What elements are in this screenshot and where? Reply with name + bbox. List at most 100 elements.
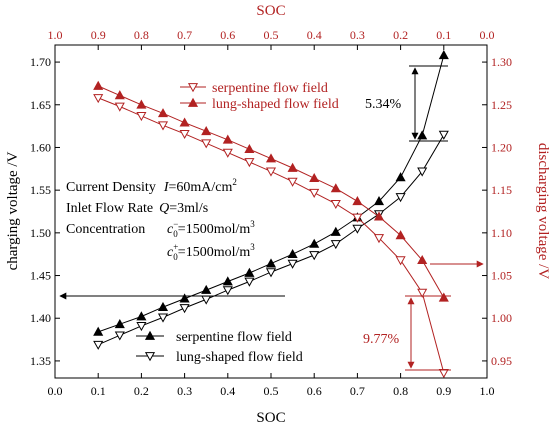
- discharging-lung-shaped-point: [157, 108, 169, 118]
- y-right-tick-label: 1.05: [491, 269, 512, 283]
- x-top-tick-label: 0.3: [350, 28, 365, 42]
- charging-gap-label: 5.34%: [365, 97, 402, 112]
- charging-lung-shaped-point: [309, 251, 320, 261]
- discharging-serpentine-point: [136, 112, 147, 122]
- legend-bottom-label-1: serpentine flow field: [176, 330, 292, 345]
- charging-serpentine-point: [136, 311, 147, 321]
- discharging-serpentine-point: [287, 177, 298, 187]
- x-top-tick-label: 1.0: [48, 28, 63, 42]
- y-right-tick-label: 1.25: [491, 98, 512, 112]
- x-top-tick-label: 0.0: [480, 28, 495, 42]
- discharging-serpentine-point: [93, 94, 104, 104]
- discharging-lung-shaped-point: [287, 162, 298, 172]
- x-bottom-tick-label: 0.8: [393, 384, 408, 398]
- discharging-lung-shaped-point: [201, 126, 212, 136]
- y-left-tick-label: 1.35: [30, 354, 51, 368]
- y-left-tick-label: 1.65: [30, 98, 51, 112]
- charging-lung-shaped-point: [352, 224, 363, 234]
- discharging-serpentine-point: [373, 234, 385, 244]
- discharging-lung-shaped-point: [309, 172, 320, 183]
- charging-serpentine-point: [287, 248, 298, 259]
- x-bottom-tick-label: 0.5: [264, 384, 279, 398]
- left-axis-title: charging voltage /V: [5, 151, 21, 270]
- condition-conc-plus: c+ 0=1500mol/m3: [167, 242, 255, 262]
- legend-top-label-2: lung-shaped flow field: [212, 97, 339, 112]
- x-top-tick-label: 0.7: [177, 28, 192, 42]
- discharging-lung-shaped-point: [417, 254, 428, 265]
- top-axis-title: SOC: [256, 3, 285, 19]
- legend-top: serpentine flow field lung-shaped flow f…: [180, 81, 339, 112]
- discharging-serpentine-point: [417, 288, 428, 298]
- legend-top-marker-1: [187, 83, 199, 93]
- discharging-lung-shaped-point: [352, 196, 363, 206]
- charging-lung-shaped-point: [330, 240, 341, 250]
- legend-bottom-marker-2: [144, 352, 156, 362]
- charging-lung-shaped-point: [417, 167, 428, 177]
- charging-lung-shaped-point: [287, 259, 298, 269]
- charging-lung-shaped-point: [395, 193, 406, 203]
- charging-serpentine-point: [373, 196, 385, 206]
- x-top-tick-label: 0.9: [91, 28, 106, 42]
- charging-serpentine-point: [179, 293, 190, 303]
- y-right-tick-label: 1.30: [491, 55, 512, 69]
- charging-serpentine-point: [157, 301, 169, 311]
- charging-lung-shaped-point: [222, 286, 233, 296]
- charging-serpentine-point: [222, 276, 233, 286]
- discharging-lung-shaped-point: [265, 153, 277, 163]
- legend-top-marker-2: [187, 97, 199, 107]
- charging-serpentine-point: [114, 318, 125, 329]
- legend-bottom-marker-1: [144, 330, 156, 340]
- y-left-tick-label: 1.70: [30, 55, 51, 69]
- charging-serpentine-point: [93, 326, 104, 336]
- charging-serpentine-point: [417, 130, 428, 140]
- legend-top-label-1: serpentine flow field: [212, 81, 328, 96]
- legend-bottom-label-2: lung-shaped flow field: [176, 350, 303, 365]
- discharging-serpentine-point: [352, 213, 363, 223]
- discharging-serpentine-point: [309, 188, 320, 198]
- charging-lung-shaped-point: [201, 295, 212, 305]
- bottom-axis-title: SOC: [256, 410, 285, 426]
- charging-lung-shaped-point: [114, 331, 125, 341]
- y-left-tick-label: 1.60: [30, 140, 51, 154]
- charging-lung-shaped-point: [438, 130, 449, 140]
- discharging-serpentine-point: [265, 167, 277, 177]
- discharging-serpentine-point: [395, 256, 406, 266]
- charging-serpentine-point: [244, 267, 255, 277]
- discharging-gap-label: 9.77%: [363, 332, 400, 347]
- charging-lung-shaped-point: [136, 322, 147, 332]
- x-top-tick-label: 0.4: [307, 28, 322, 42]
- discharging-serpentine-point: [222, 148, 233, 158]
- discharging-lung-shaped-point: [179, 117, 190, 127]
- discharging-serpentine-point: [201, 139, 212, 149]
- y-left-tick-label: 1.40: [30, 311, 51, 325]
- discharging-lung-shaped-point: [93, 80, 104, 90]
- x-bottom-tick-label: 0.3: [177, 384, 192, 398]
- x-bottom-tick-label: 0.1: [91, 384, 106, 398]
- x-top-tick-label: 0.1: [436, 28, 451, 42]
- discharging-serpentine-point: [244, 158, 255, 168]
- discharging-lung-shaped-point: [395, 230, 406, 240]
- x-top-tick-label: 0.8: [134, 28, 149, 42]
- charging-serpentine-point: [395, 172, 406, 182]
- discharging-lung-shaped-point: [373, 211, 385, 221]
- x-bottom-tick-label: 0.6: [307, 384, 322, 398]
- discharging-lung-shaped-point: [114, 90, 125, 100]
- y-right-tick-label: 1.15: [491, 183, 512, 197]
- discharging-lung-shaped-point: [438, 292, 449, 302]
- x-top-tick-label: 0.6: [220, 28, 235, 42]
- discharging-serpentine-point: [438, 369, 449, 379]
- right-axis-title: discharging voltage /V: [535, 143, 550, 280]
- charging-serpentine-point: [201, 284, 212, 294]
- charging-lung-shaped-point: [157, 313, 169, 323]
- discharging-lung-shaped-point: [136, 99, 147, 109]
- charging-lung-shaped-point: [244, 277, 255, 287]
- discharging-lung-shaped-point: [244, 143, 255, 154]
- condition-current-density: Current Density I=60mA/cm2: [66, 177, 237, 195]
- y-right-tick-label: 1.10: [491, 226, 512, 240]
- y-right-tick-label: 1.00: [491, 311, 512, 325]
- y-right-tick-label: 1.20: [491, 140, 512, 154]
- x-top-tick-label: 0.2: [393, 28, 408, 42]
- discharging-serpentine-point: [179, 129, 190, 140]
